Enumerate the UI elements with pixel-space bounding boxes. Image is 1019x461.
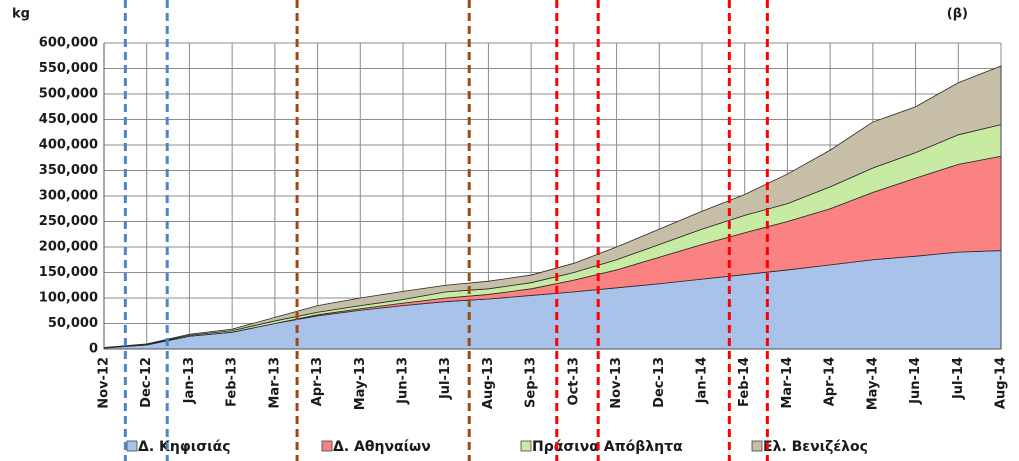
x-tick-label: Jun-13 — [396, 357, 411, 405]
y-tick-label: 350,000 — [39, 163, 98, 178]
y-tick-label: 300,000 — [39, 189, 98, 204]
legend-label: Ελ. Βενιζέλος — [763, 439, 868, 455]
annotation: (β) — [947, 7, 968, 22]
x-tick-label: Jun-14 — [908, 357, 923, 405]
area — [103, 250, 1002, 350]
x-tick-label: Aug-13 — [481, 357, 496, 409]
legend-swatch — [126, 440, 138, 452]
x-tick-label: Aug-14 — [994, 357, 1009, 409]
y-tick-label: 500,000 — [39, 87, 98, 102]
y-tick-label: 550,000 — [39, 61, 98, 76]
x-tick-label: Jul-13 — [438, 357, 453, 400]
y-tick-label: 450,000 — [39, 112, 98, 127]
x-tick-label: Mar-14 — [780, 357, 795, 409]
legend-label: Πράσινα Απόβλητα — [532, 439, 683, 455]
y-tick-label: 100,000 — [39, 291, 98, 306]
legend-swatch — [520, 440, 532, 452]
x-tick-label: Sep-13 — [524, 357, 539, 408]
x-tick-label: Nov-12 — [97, 357, 112, 409]
y-tick-label: 150,000 — [39, 265, 98, 280]
x-tick-label: Dec-12 — [139, 357, 154, 408]
x-tick-label: Dec-13 — [652, 357, 667, 408]
x-tick-label: May-13 — [353, 357, 368, 410]
legend-swatch — [751, 440, 763, 452]
y-tick-label: 250,000 — [39, 214, 98, 229]
y-tick-label: 400,000 — [39, 138, 98, 153]
x-tick-label: Feb-13 — [225, 357, 240, 407]
x-tick-label: Jan-13 — [182, 357, 197, 404]
x-tick-label: Jan-14 — [695, 357, 710, 404]
legend-label: Δ. Κηφισιάς — [138, 439, 231, 455]
y-tick-label: 600,000 — [39, 36, 98, 51]
x-tick-label: May-14 — [865, 357, 880, 410]
legend-label: Δ. Αθηναίων — [333, 439, 431, 455]
y-tick-label: 0 — [89, 342, 98, 357]
x-tick-label: Mar-13 — [267, 357, 282, 409]
legend-swatch — [321, 440, 333, 452]
x-tick-label: Oct-13 — [566, 357, 581, 405]
x-tick-label: Nov-13 — [609, 357, 624, 409]
y-tick-label: 50,000 — [48, 316, 98, 331]
area — [103, 65, 1002, 348]
x-tick-label: Apr-14 — [823, 357, 838, 406]
y-axis-label: kg — [12, 7, 30, 22]
x-tick-label: Jul-14 — [951, 357, 966, 400]
x-tick-label: Apr-13 — [310, 357, 325, 406]
x-tick-label: Feb-14 — [737, 357, 752, 407]
y-tick-label: 200,000 — [39, 240, 98, 255]
